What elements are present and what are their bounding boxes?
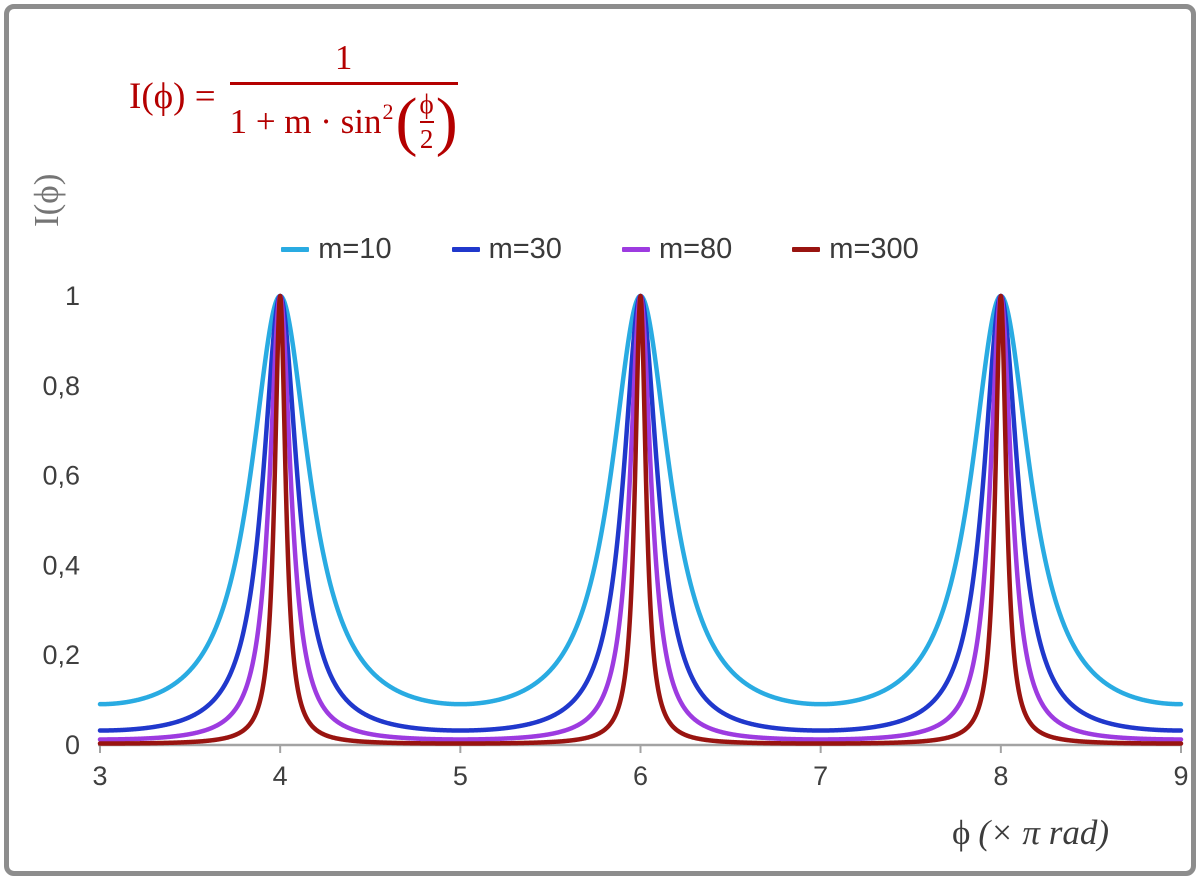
formula: I(ϕ) = 1 1 + m · sin 2 ( ϕ 2 ) xyxy=(129,38,458,158)
legend-label: m=300 xyxy=(829,233,919,265)
x-axis-symbol: ϕ xyxy=(951,813,971,852)
curve-m80 xyxy=(97,293,1184,742)
x-axis-units: (× π rad) xyxy=(978,813,1109,852)
denominator-text: 1 + m · sin xyxy=(229,102,382,142)
x-tick-label: 5 xyxy=(453,761,468,791)
chart-frame: 3 4 5 6 7 8 9 0 0,2 0,4 0,6 0,8 1 I(ϕ) = 1 1 + m · s… xyxy=(4,4,1196,876)
y-tick-label: 0,8 xyxy=(42,371,80,401)
sin-exponent: 2 xyxy=(382,98,394,124)
legend-label: m=30 xyxy=(488,233,562,265)
formula-fraction: 1 1 + m · sin 2 ( ϕ 2 ) xyxy=(229,38,458,158)
x-tick-label: 7 xyxy=(813,761,828,791)
y-tick-label: 0,4 xyxy=(42,550,80,580)
formula-lhs: I(ϕ) = xyxy=(129,75,216,117)
x-tick-label: 3 xyxy=(92,761,107,791)
legend-label: m=10 xyxy=(318,233,392,265)
x-tick-label: 9 xyxy=(1173,761,1188,791)
y-axis-title: I(ϕ) xyxy=(27,173,66,227)
open-paren: ( xyxy=(395,84,418,158)
legend: m=10 m=30 m=80 m=300 xyxy=(9,233,1191,266)
curve-m30 xyxy=(97,293,1184,733)
legend-swatch xyxy=(621,247,650,252)
inner-fraction-bar xyxy=(419,120,434,123)
legend-swatch xyxy=(451,247,480,252)
legend-swatch xyxy=(281,247,310,252)
x-tick-label: 4 xyxy=(273,761,288,791)
curve-m300 xyxy=(97,293,1184,746)
fraction-bar xyxy=(229,81,458,85)
legend-label: m=80 xyxy=(658,233,733,265)
y-tick-label: 1 xyxy=(65,281,80,311)
legend-item: m=30 xyxy=(451,233,562,266)
inner-fraction: ϕ 2 xyxy=(419,88,434,154)
x-tick-label: 6 xyxy=(633,761,648,791)
y-tick-label: 0,2 xyxy=(42,640,80,670)
formula-denominator: 1 + m · sin 2 ( ϕ 2 ) xyxy=(229,84,458,158)
inner-denominator: 2 xyxy=(419,123,434,154)
legend-item: m=300 xyxy=(792,233,919,266)
y-tick-label: 0,6 xyxy=(42,461,80,491)
inner-numerator: ϕ xyxy=(419,88,434,119)
formula-numerator: 1 xyxy=(334,38,353,77)
legend-item: m=10 xyxy=(281,233,392,266)
x-tick-label: 8 xyxy=(993,761,1008,791)
y-tick-label: 0 xyxy=(65,730,80,760)
close-paren: ) xyxy=(435,84,458,158)
legend-item: m=80 xyxy=(621,233,733,266)
plot-area: 3 4 5 6 7 8 9 0 0,2 0,4 0,6 0,8 1 xyxy=(42,281,1188,791)
x-axis-title: ϕ (× π rad) xyxy=(952,813,1109,853)
legend-swatch xyxy=(792,247,821,252)
